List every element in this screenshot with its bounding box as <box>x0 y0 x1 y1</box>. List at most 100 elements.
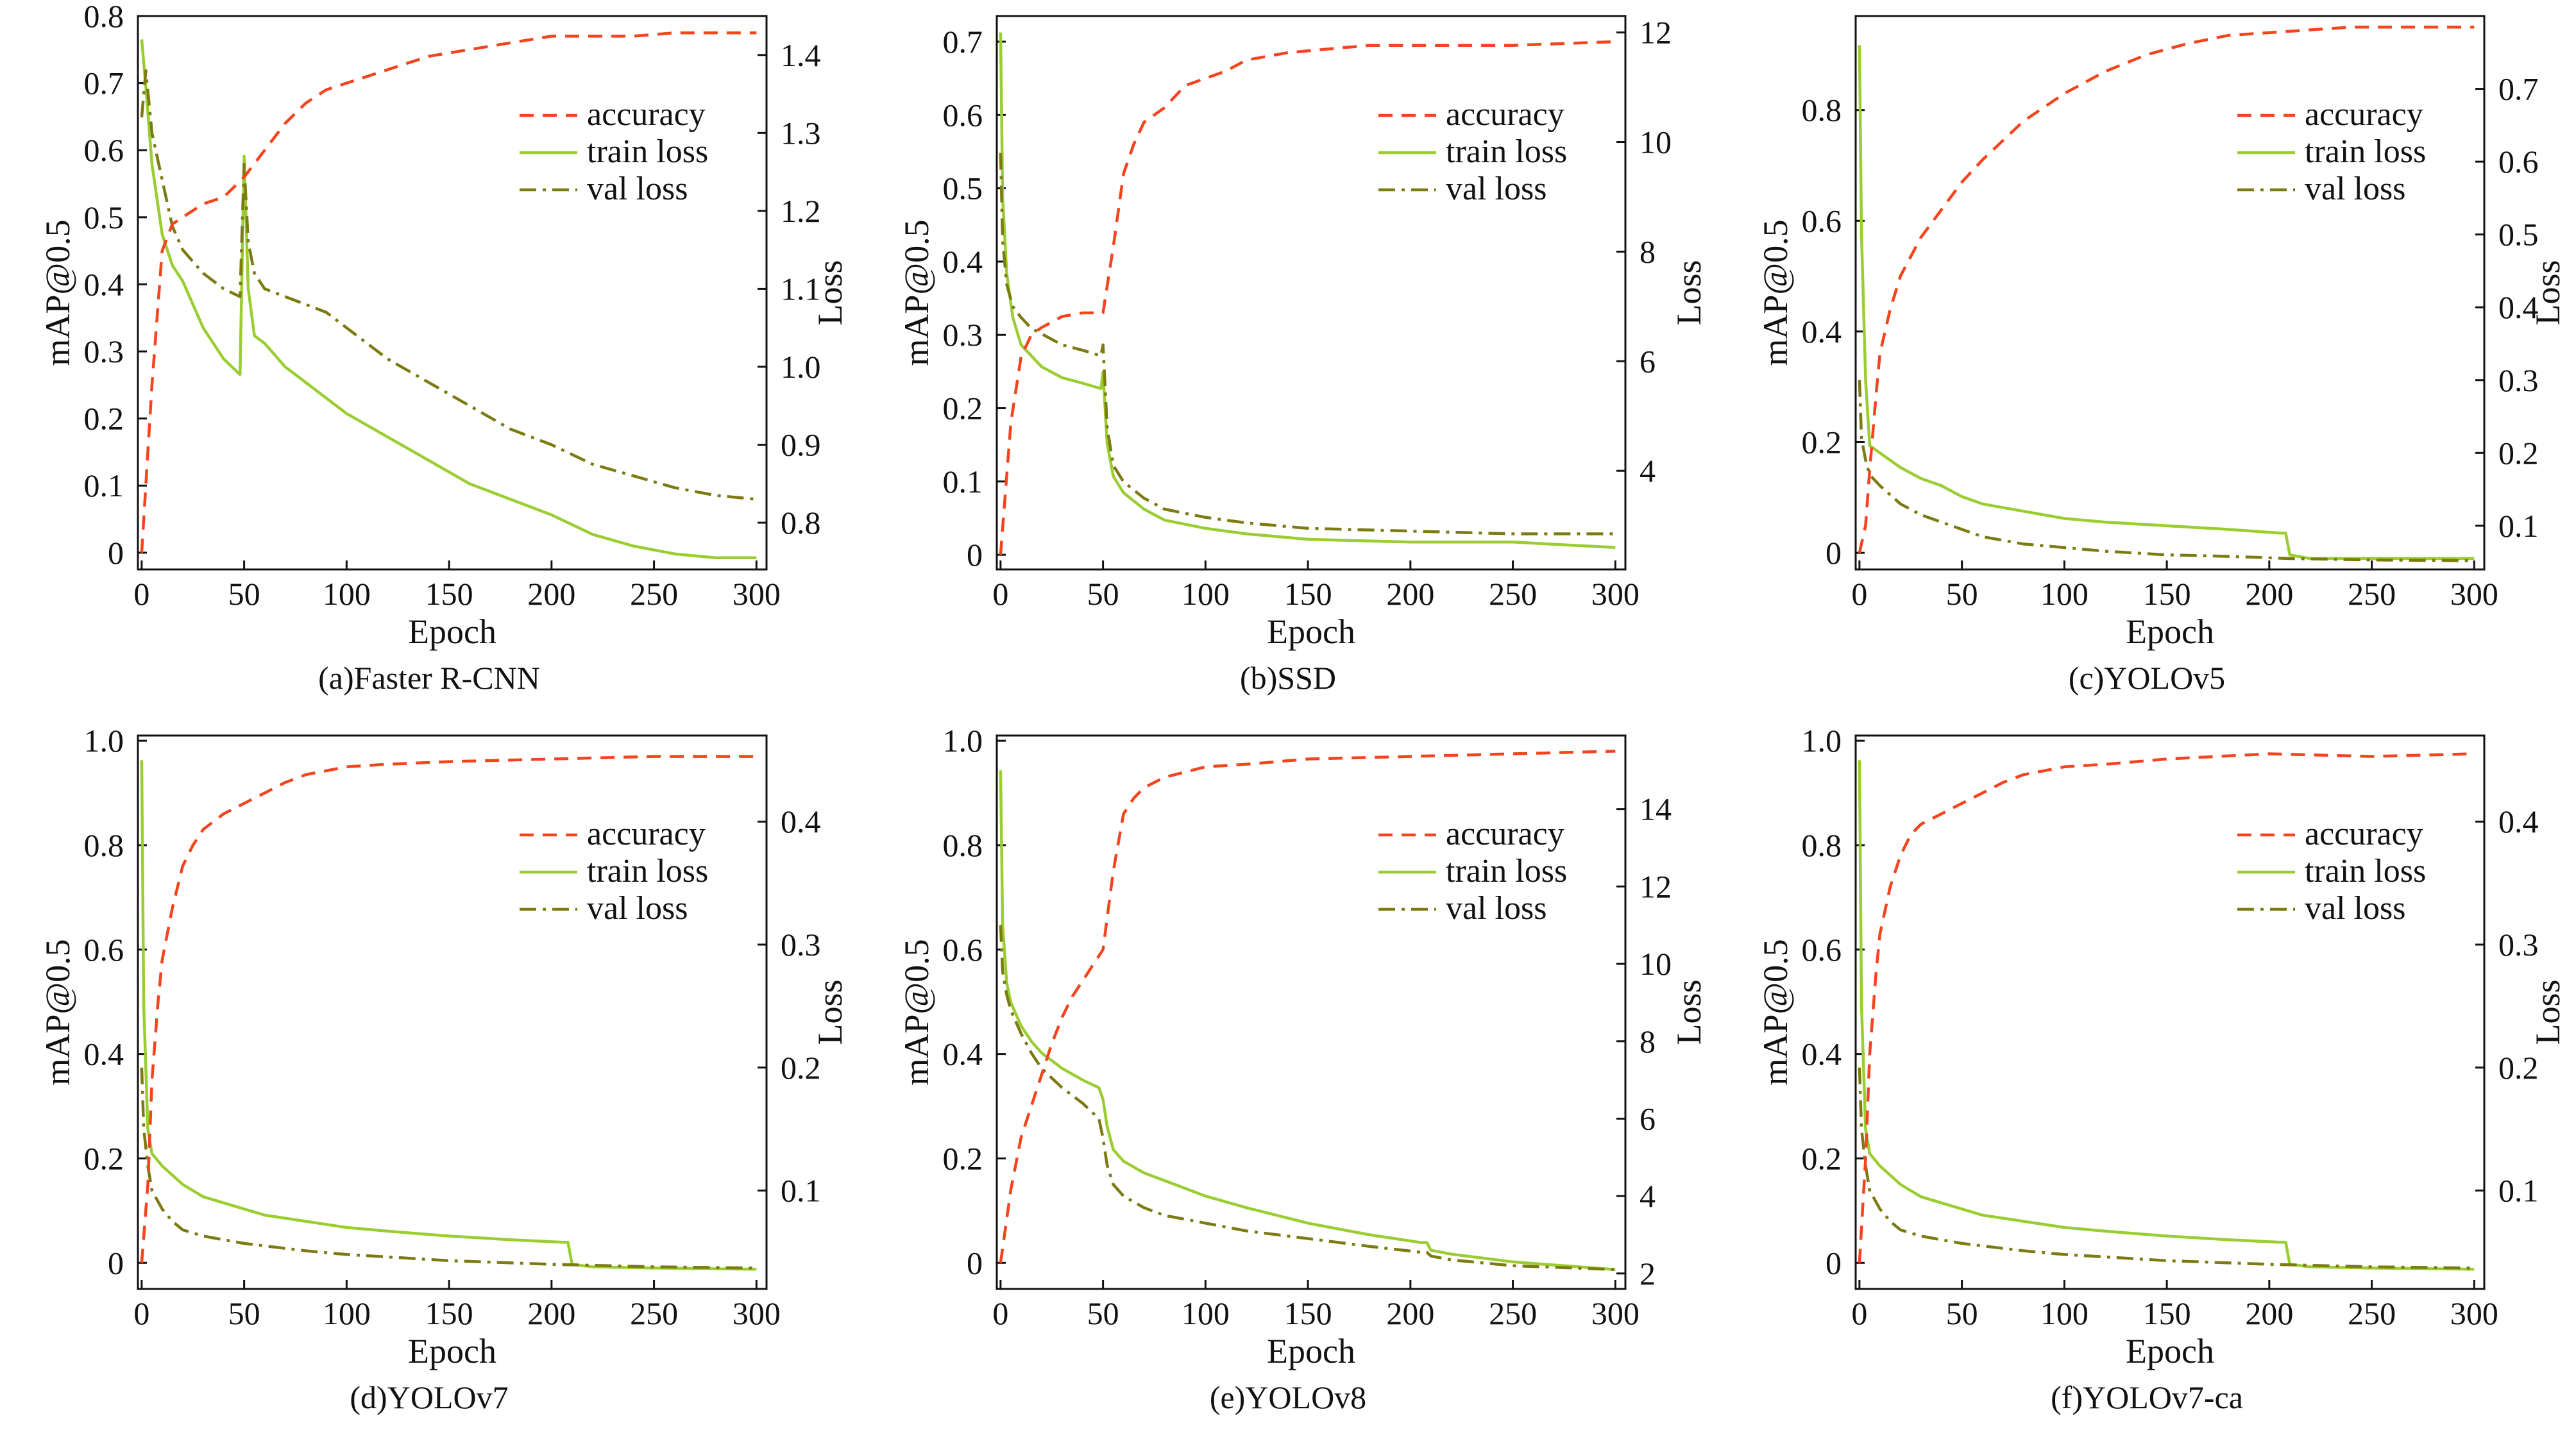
series-line-accuracy <box>140 31 757 553</box>
caption-yolov7: (d)YOLOv7 <box>350 1379 509 1415</box>
y2-tick-label: 0.3 <box>781 927 821 963</box>
series-line-accuracy <box>1858 26 2475 553</box>
chart-yolov7: 0 50 100 150 200 250 300 0 0.2 0.4 0.6 0.8 1.0 0.1 0.2… <box>38 723 849 1370</box>
y2-tick-label: 0.2 <box>781 1050 821 1086</box>
legend-label-train-loss: train loss <box>2305 133 2426 170</box>
series-line-val-loss <box>140 69 757 501</box>
y-axis-label-right: Loss <box>1670 979 1708 1045</box>
y-tick-label: 0.4 <box>84 266 124 302</box>
y-tick-label: 0 <box>108 535 124 571</box>
y-tick-label: 0.8 <box>1802 827 1842 863</box>
x-tick-label: 150 <box>1284 1295 1332 1331</box>
y-axis-label-left: mAP@0.5 <box>1756 219 1795 366</box>
caption-yolov7-ca: (f)YOLOv7-ca <box>2051 1379 2243 1415</box>
x-tick-label: 150 <box>425 576 473 612</box>
x-tick-label: 50 <box>1087 1295 1119 1331</box>
x-tick-label: 50 <box>228 1295 260 1331</box>
x-tick-label: 300 <box>733 576 781 612</box>
series-line-train-loss <box>140 760 757 1271</box>
series-line-train-loss <box>999 770 1616 1272</box>
y2-tick-label: 6 <box>1640 1100 1656 1136</box>
plot-frame <box>1854 15 2486 571</box>
y-axis-label-right: Loss <box>2529 979 2567 1045</box>
y2-tick-label: 8 <box>1640 1023 1656 1059</box>
legend-label-accuracy: accuracy <box>2305 816 2423 852</box>
y-tick-label: 0.8 <box>84 827 124 863</box>
y2-tick-label: 1.1 <box>781 271 821 307</box>
y2-tick-label: 0.1 <box>2498 508 2539 544</box>
x-tick-label: 0 <box>133 576 149 612</box>
legend-label-val-loss: val loss <box>587 890 688 927</box>
y2-tick-label: 0.3 <box>2498 362 2539 398</box>
y-tick-label: 0.7 <box>943 24 983 60</box>
y-tick-label: 0.3 <box>84 333 124 369</box>
series-line-accuracy <box>999 750 1616 1263</box>
panel-ssd: 0 50 100 150 200 250 300 0 0.1 0.2 0.3 0.4 0.5 0.6 0.7… <box>859 0 1717 720</box>
x-tick-label: 0 <box>992 1295 1008 1331</box>
x-tick-label: 250 <box>630 1295 678 1331</box>
series-line-val-loss <box>140 1067 757 1270</box>
y2-tick-label: 1.2 <box>781 193 821 229</box>
chart-yolov7-ca: 0 50 100 150 200 250 300 0 0.2 0.4 0.6 0.8 1.0 0.1 0.2… <box>1756 723 2567 1370</box>
chart-yolov8: 0 50 100 150 200 250 300 0 0.2 0.4 0.6 0.8 1.0 2 4 6 8 10… <box>897 723 1708 1370</box>
x-tick-label: 0 <box>1851 1295 1867 1331</box>
x-tick-label: 250 <box>2348 576 2396 612</box>
x-tick-label: 250 <box>1489 1295 1537 1331</box>
x-tick-label: 50 <box>1946 1295 1978 1331</box>
y2-tick-label: 10 <box>1640 946 1672 982</box>
x-tick-label: 0 <box>1851 576 1867 612</box>
chart-yolov5: 0 50 100 150 200 250 300 0 0.2 0.4 0.6 0.8 0.1 0.2 0.3… <box>1756 15 2567 651</box>
panel-yolov7: 0 50 100 150 200 250 300 0 0.2 0.4 0.6 0.8 1.0 0.1 0.2… <box>0 720 858 1439</box>
y2-tick-label: 1.3 <box>781 115 821 151</box>
legend-label-val-loss: val loss <box>2305 890 2405 927</box>
y2-tick-label: 8 <box>1640 233 1656 269</box>
legend-label-val-loss: val loss <box>1446 171 1546 207</box>
y2-tick-label: 4 <box>1640 453 1656 489</box>
x-tick-label: 50 <box>1087 576 1119 612</box>
y-axis-label-right: Loss <box>1670 260 1708 325</box>
y2-tick-label: 6 <box>1640 343 1656 379</box>
y-tick-label: 0 <box>967 1245 983 1281</box>
x-axis-label: Epoch <box>408 612 496 651</box>
x-tick-label: 50 <box>228 576 260 612</box>
y-tick-label: 0 <box>1826 1245 1842 1281</box>
y-tick-label: 0 <box>1826 535 1842 571</box>
y2-tick-label: 14 <box>1640 791 1672 827</box>
y2-tick-label: 4 <box>1640 1178 1656 1214</box>
y-tick-label: 1.0 <box>84 723 124 759</box>
y2-tick-label: 0.2 <box>2498 1050 2539 1086</box>
y-tick-label: 0.3 <box>943 317 983 353</box>
y-tick-label: 1.0 <box>943 723 983 759</box>
x-tick-label: 100 <box>2040 576 2089 612</box>
plot-frame <box>996 15 1627 571</box>
x-axis-label: Epoch <box>1267 1332 1355 1370</box>
y-tick-label: 0.6 <box>943 932 983 968</box>
x-tick-label: 50 <box>1946 576 1978 612</box>
y-tick-label: 0.5 <box>943 171 983 206</box>
y-tick-label: 1.0 <box>1802 723 1842 759</box>
y-axis-label-left: mAP@0.5 <box>897 219 936 366</box>
x-tick-label: 200 <box>2245 576 2293 612</box>
y-tick-label: 0.2 <box>1802 1140 1842 1176</box>
y-tick-label: 0.1 <box>943 464 983 500</box>
x-tick-label: 200 <box>1386 1295 1434 1331</box>
series-line-val-loss <box>999 925 1616 1272</box>
y-axis-label-left: mAP@0.5 <box>38 939 77 1085</box>
series-line-val-loss <box>999 153 1616 535</box>
caption-yolov5: (c)YOLOv5 <box>2068 660 2226 696</box>
y-axis-label-right: Loss <box>811 979 849 1045</box>
chart-ssd: 0 50 100 150 200 250 300 0 0.1 0.2 0.3 0.4 0.5 0.6 0.7… <box>897 15 1708 651</box>
y2-tick-label: 0.8 <box>781 505 821 541</box>
y2-tick-label: 1.4 <box>781 37 821 73</box>
y-axis-label-right: Loss <box>811 260 849 325</box>
plot-frame <box>996 734 1627 1290</box>
plot-frame <box>137 15 768 571</box>
x-tick-label: 200 <box>1386 576 1434 612</box>
y-axis-label-left: mAP@0.5 <box>897 939 936 1085</box>
y-axis-label-left: mAP@0.5 <box>38 219 77 366</box>
y2-tick-label: 0.1 <box>2498 1173 2539 1209</box>
series-line-train-loss <box>140 39 757 560</box>
y-tick-label: 0.2 <box>943 1140 983 1176</box>
x-tick-label: 100 <box>1182 576 1230 612</box>
